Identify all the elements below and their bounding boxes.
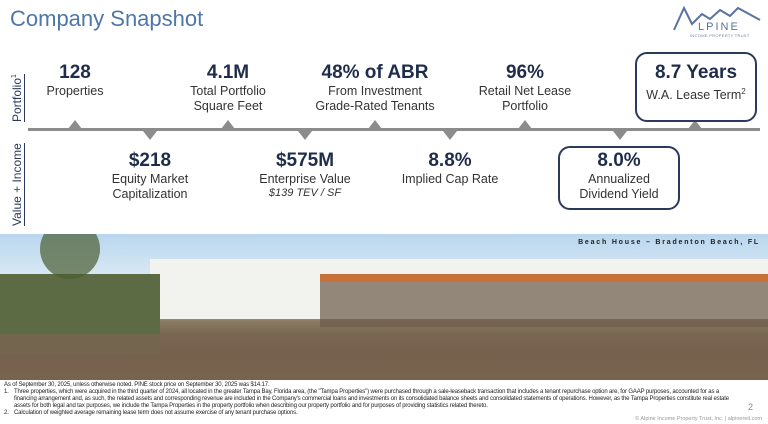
value-income-label: Value + Income: [10, 143, 25, 226]
timeline-line: [28, 128, 760, 131]
highlight-box: [635, 52, 757, 122]
page-number: 2: [748, 402, 754, 412]
timeline-marker: [68, 120, 82, 129]
page-title: Company Snapshot: [10, 6, 204, 31]
timeline-marker: [143, 131, 157, 140]
metric-retail-net-lease: 96% Retail Net Lease Portfolio: [478, 62, 572, 113]
metric-equity-market-cap: $218 Equity Market Capitalization: [111, 150, 189, 201]
portfolio-label: Portfolio1: [10, 74, 25, 122]
timeline-marker: [221, 120, 235, 129]
metric-lease-term: 8.7 Years W.A. Lease Term2: [646, 62, 746, 103]
metric-dividend-yield: 8.0% Annualized Dividend Yield: [579, 150, 659, 201]
timeline-marker: [688, 120, 702, 129]
footnote-1: 1. Three properties, which were acquired …: [4, 388, 729, 409]
timeline-marker: [518, 120, 532, 129]
alpine-logo: LPINE: [673, 5, 761, 32]
metric-enterprise-value: $575M Enterprise Value $139 TEV / SF: [259, 150, 351, 199]
metric-properties: 128 Properties: [46, 62, 104, 98]
logo-subtitle: INCOME PROPERTY TRUST: [690, 33, 750, 38]
footnotes: As of September 30, 2025, unless otherwi…: [4, 382, 736, 417]
property-photo: Beach House – Bradenton Beach, FL: [0, 234, 768, 380]
highlight-box: [558, 146, 680, 210]
metric-implied-cap-rate: 8.8% Implied Cap Rate: [401, 150, 499, 186]
timeline-marker: [613, 131, 627, 140]
footnote-intro: As of September 30, 2025, unless otherwi…: [4, 382, 270, 388]
photo-illustration: [0, 234, 768, 380]
timeline-marker: [298, 131, 312, 140]
photo-caption: Beach House – Bradenton Beach, FL: [578, 239, 760, 246]
timeline-marker: [368, 120, 382, 129]
footnote-2: 2. Calculation of weighted average remain…: [4, 409, 298, 416]
metric-investment-grade: 48% of ABR From Investment Grade-Rated Te…: [315, 62, 435, 113]
copyright: © Alpine Income Property Trust, Inc. | a…: [635, 416, 762, 422]
svg-text:LPINE: LPINE: [698, 21, 740, 32]
timeline-marker: [443, 131, 457, 140]
metric-square-feet: 4.1M Total Portfolio Square Feet: [190, 62, 266, 113]
